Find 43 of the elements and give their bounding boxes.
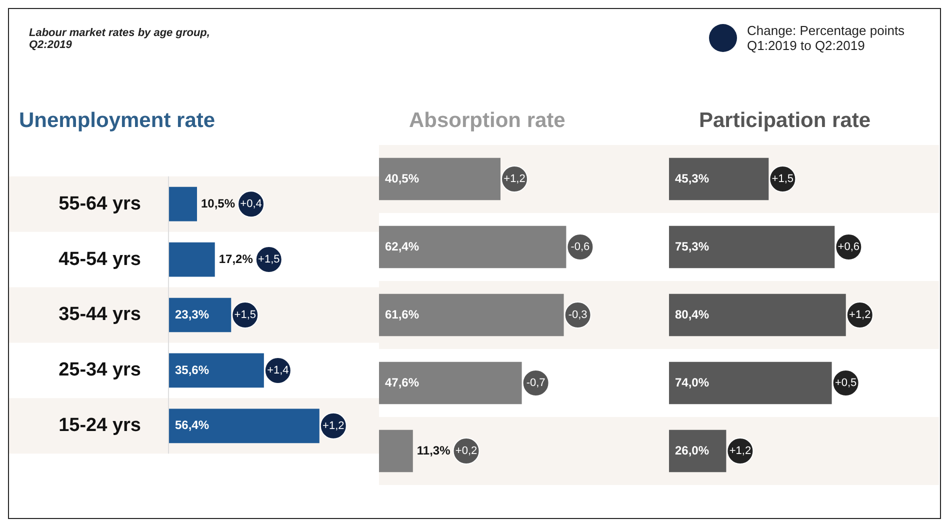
legend-title: Change: Percentage points Q1:2019 to Q2:2019 [747,23,906,53]
data-label: 10,5% [201,196,236,210]
text: -0,6 [570,241,590,254]
y-tick-label: 35-44 yrs [58,304,141,326]
data-label: 23,3% [175,307,210,322]
chart-title: Absorption rate [408,109,566,134]
annotation: +0,4 [240,198,262,210]
bar [379,430,413,472]
annotation: +0,2 [455,445,478,458]
data-label: 75,3% [675,239,710,254]
data-label: 11,3% [416,443,451,458]
annotation: +1,4 [267,364,289,376]
data-label: 80,4% [675,307,710,322]
data-label: 45,3% [675,171,710,186]
annotation: +1,5 [258,254,280,266]
bar [169,186,197,222]
data-label: 47,6% [385,375,420,390]
chart-subtitle: Labour market rates by age group, Q2:2019 [29,27,211,51]
data-label: 26,0% [675,443,710,458]
data-label: 74,0% [675,375,710,390]
annotation: +1,2 [504,173,526,186]
annotation: -0,7 [526,377,546,390]
annotation: +1,5 [772,173,794,186]
text: +1,2 [322,420,344,432]
chart-title: Unemployment rate [18,109,216,134]
text: +1,2 [849,309,871,322]
data-label: 56,4% [175,418,210,432]
data-label: 17,2% [218,252,254,266]
annotation: +0,5 [834,377,857,390]
y-tick-label: 25-34 yrs [58,360,141,381]
y-tick-label: 55-64 yrs [58,193,141,214]
data-label: 35,6% [175,362,210,377]
annotation: +1,2 [729,445,752,458]
annotation: +1,5 [234,309,256,322]
bar [169,242,215,277]
annotation: +0,6 [838,241,860,254]
y-tick-label: 45-54 yrs [58,248,141,270]
text: -0,3 [568,309,588,322]
chart-title: Participation rate [698,109,872,134]
data-label: 62,4% [385,239,420,254]
y-tick-label: 15-24 yrs [58,415,141,436]
data-label: 61,6% [385,307,420,322]
data-label: 40,5% [385,171,420,186]
